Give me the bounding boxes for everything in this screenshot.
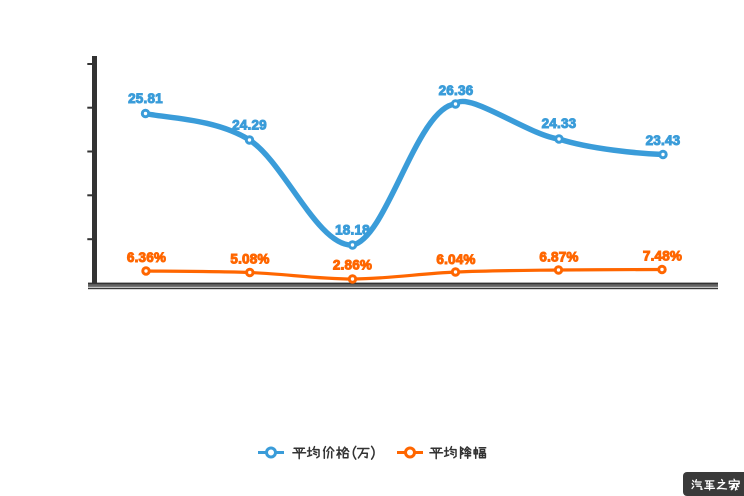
svg-text:24.33: 24.33 (542, 116, 577, 131)
svg-text:6.04%: 6.04% (436, 252, 475, 267)
svg-text:25.81: 25.81 (128, 91, 163, 106)
svg-text:6.87%: 6.87% (539, 250, 578, 265)
svg-text:6.36%: 6.36% (127, 250, 166, 265)
svg-text:26.36: 26.36 (439, 83, 474, 98)
svg-text:7.48%: 7.48% (643, 249, 682, 264)
svg-text:2.86%: 2.86% (333, 258, 372, 273)
svg-text:18.18: 18.18 (335, 223, 370, 238)
svg-text:5.08%: 5.08% (230, 252, 269, 267)
svg-text:23.43: 23.43 (646, 133, 681, 148)
svg-text:24.29: 24.29 (232, 118, 267, 133)
